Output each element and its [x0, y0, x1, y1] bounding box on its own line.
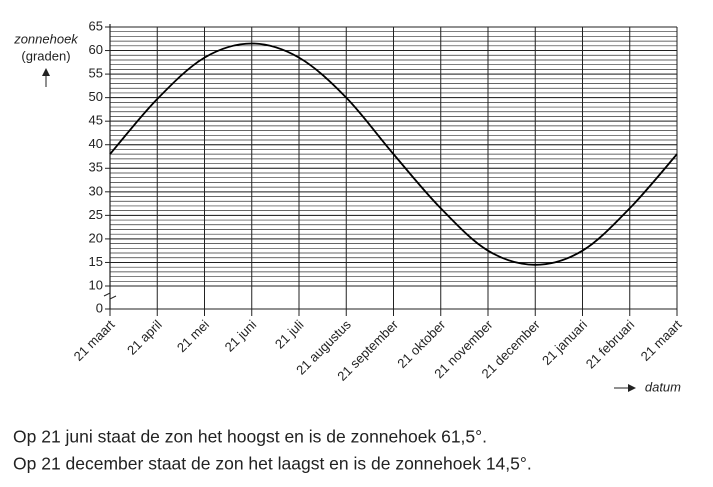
- x-tick-label: 21 juli: [272, 317, 307, 352]
- x-tick-label: 21 april: [124, 317, 165, 358]
- curve: [109, 42, 678, 266]
- y-tick-label: 45: [89, 113, 103, 128]
- axis-break: [103, 292, 117, 300]
- y-tick-label: 60: [89, 42, 103, 57]
- x-tick-label: 21 mei: [174, 317, 212, 355]
- y-tick-label: 55: [89, 66, 103, 81]
- x-tick-label: 21 maart: [638, 317, 685, 364]
- x-tick-label: 21 februari: [583, 317, 638, 372]
- y-axis-unit: (graden): [21, 48, 70, 63]
- y-tick-label: 15: [89, 254, 103, 269]
- x-tick-label: 21 maart: [71, 317, 118, 364]
- y-tick-label: 50: [89, 89, 103, 104]
- y-tick-label: 40: [89, 136, 103, 151]
- y-tick-label: 65: [89, 18, 103, 33]
- caption-line: Op 21 december staat de zon het laagst e…: [13, 454, 532, 474]
- x-arrow: [614, 384, 636, 392]
- y-arrow: [42, 68, 50, 87]
- y-tick-label: 0: [96, 300, 103, 315]
- y-tick-label: 20: [89, 230, 103, 245]
- y-tick-label: 25: [89, 207, 103, 222]
- caption-line: Op 21 juni staat de zon het hoogst en is…: [13, 427, 487, 447]
- x-axis-label: datum: [645, 379, 681, 394]
- y-axis-label: zonnehoek: [13, 31, 79, 46]
- x-tick-label: 21 juni: [222, 317, 260, 355]
- y-tick-label: 30: [89, 183, 103, 198]
- y-tick-label: 10: [89, 277, 103, 292]
- y-tick-label: 35: [89, 160, 103, 175]
